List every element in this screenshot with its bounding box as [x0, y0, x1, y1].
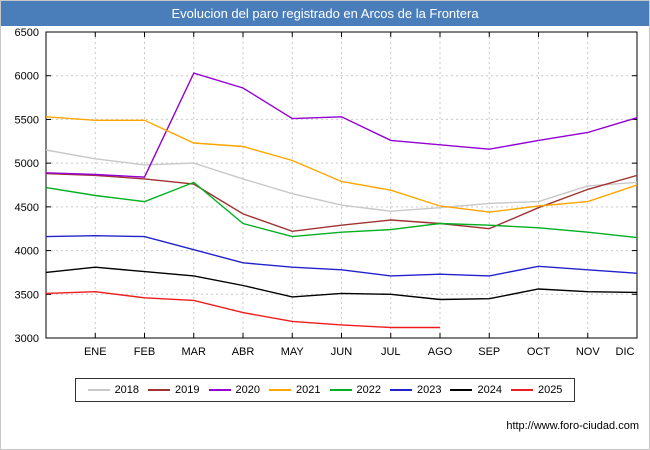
legend-swatch-2021: [269, 389, 292, 391]
legend-item-2025: 2025: [510, 384, 563, 396]
y-tick-label: 4500: [15, 202, 39, 214]
x-tick-label: JUL: [381, 346, 401, 358]
x-tick-label: SEP: [478, 346, 500, 358]
y-tick-label: 5000: [15, 158, 39, 170]
y-tick-label: 6500: [15, 27, 39, 39]
x-tick-label: NOV: [576, 346, 601, 358]
x-tick-label: OCT: [527, 346, 551, 358]
legend-item-2022: 2022: [329, 384, 381, 396]
x-tick-label: DIC: [616, 346, 635, 358]
legend-label: 2022: [356, 384, 381, 396]
x-tick-label: ENE: [84, 346, 107, 358]
line-chart-area: 3000 3500 4000 4500 5000 5500 6000 6500 ENE FEB MA…: [1, 26, 649, 370]
series-line-2021: [45, 116, 638, 213]
x-tick-label: ABR: [232, 346, 255, 358]
legend-label: 2020: [235, 384, 261, 396]
legend-swatch-2025: [510, 389, 533, 391]
x-tick-label: MAR: [182, 346, 207, 358]
legend-label: 2019: [175, 384, 200, 396]
legend-swatch-2018: [87, 389, 110, 391]
legend-swatch-2019: [148, 389, 171, 391]
source-url: http://www.foro-ciudad.com: [506, 420, 639, 432]
x-tick-label: AGO: [428, 346, 453, 358]
x-tick-label: FEB: [134, 346, 155, 358]
series-line-2025: [45, 290, 440, 329]
legend-item-2019: 2019: [148, 384, 200, 396]
chart-canvas: 3000 3500 4000 4500 5000 5500 6000 6500 ENE FEB MA…: [15, 27, 638, 358]
series-line-2022: [45, 181, 638, 239]
series-line-2024: [45, 266, 638, 301]
legend-swatch-2023: [389, 389, 412, 391]
x-tick-label: MAY: [281, 346, 305, 358]
legend-swatch-2024: [450, 389, 473, 391]
x-tick-label: JUN: [331, 346, 352, 358]
footer: http://www.foro-ciudad.com: [1, 420, 649, 432]
legend-swatch-2020: [208, 389, 231, 391]
series-line-2018: [45, 149, 638, 212]
y-tick-label: 3000: [15, 333, 39, 345]
legend-item-2021: 2021: [269, 384, 321, 396]
y-tick-label: 6000: [15, 71, 39, 83]
legend-label: 2021: [296, 384, 321, 396]
y-tick-label: 3500: [15, 289, 39, 301]
legend-swatch-2022: [329, 389, 352, 391]
legend-item-2023: 2023: [389, 384, 442, 396]
legend-item-2024: 2024: [450, 384, 502, 396]
legend-item-2018: 2018: [87, 384, 140, 396]
legend-label: 2024: [477, 384, 502, 396]
legend-label: 2018: [114, 384, 140, 396]
chart-title: Evolucion del paro registrado en Arcos d…: [1, 1, 649, 26]
series-line-2020: [45, 72, 638, 178]
legend-item-2020: 2020: [208, 384, 261, 396]
series-line-2023: [45, 234, 638, 277]
y-tick-label: 4000: [15, 246, 39, 258]
legend-label: 2023: [416, 384, 442, 396]
legend-label: 2025: [537, 384, 563, 396]
chart-legend: 2018 2019 2020 2021 2022 2023 2024 2025: [74, 378, 576, 402]
series-line-2019: [45, 172, 638, 233]
y-tick-label: 5500: [15, 114, 39, 126]
